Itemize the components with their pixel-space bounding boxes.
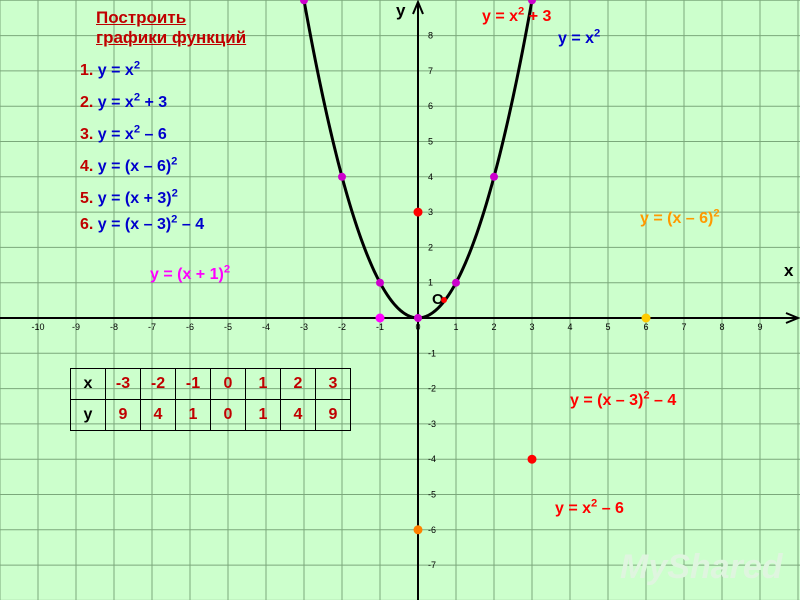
- chart-root: -10-9-8-7-6-5-4-3-2-10123456789-7-6-5-4-…: [0, 0, 800, 600]
- svg-text:-3: -3: [428, 419, 436, 429]
- svg-text:y: y: [396, 1, 406, 20]
- function-item: 6. y = (x – 3)2 – 4: [80, 216, 204, 234]
- curve-label: y = x2 – 6: [555, 500, 624, 518]
- table-y-value: 9: [106, 400, 141, 431]
- svg-text:-4: -4: [262, 322, 270, 332]
- svg-text:-7: -7: [428, 560, 436, 570]
- table-x-value: -2: [141, 369, 176, 400]
- table-header-x: x: [71, 369, 106, 400]
- svg-text:-6: -6: [428, 525, 436, 535]
- table-x-value: 1: [246, 369, 281, 400]
- table-header-y: y: [71, 400, 106, 431]
- svg-text:-6: -6: [186, 322, 194, 332]
- svg-text:-5: -5: [428, 490, 436, 500]
- svg-text:-5: -5: [224, 322, 232, 332]
- svg-text:-10: -10: [31, 322, 44, 332]
- svg-text:2: 2: [428, 242, 433, 252]
- svg-text:9: 9: [757, 322, 762, 332]
- curve-label: y = (x – 3)2 – 4: [570, 392, 676, 410]
- function-item: 1. y = x2: [80, 62, 140, 80]
- curve-label: y = (x – 6)2: [640, 210, 720, 228]
- svg-text:-7: -7: [148, 322, 156, 332]
- curve-label: y = x2 + 3: [482, 8, 551, 26]
- svg-text:5: 5: [605, 322, 610, 332]
- svg-text:-4: -4: [428, 454, 436, 464]
- function-item: 4. y = (x – 6)2: [80, 158, 177, 176]
- svg-text:x: x: [784, 261, 794, 280]
- svg-text:-1: -1: [376, 322, 384, 332]
- table-x-value: 2: [281, 369, 316, 400]
- table-y-value: 4: [281, 400, 316, 431]
- watermark: MyShared: [620, 548, 783, 587]
- svg-text:-1: -1: [428, 348, 436, 358]
- svg-text:5: 5: [428, 137, 433, 147]
- table-x-value: -1: [176, 369, 211, 400]
- function-item: 2. y = x2 + 3: [80, 94, 167, 112]
- table-y-value: 4: [141, 400, 176, 431]
- value-table: x-3-2-10123y9410149: [70, 368, 351, 431]
- table-y-value: 9: [316, 400, 351, 431]
- svg-text:-2: -2: [428, 384, 436, 394]
- svg-text:2: 2: [491, 322, 496, 332]
- svg-text:8: 8: [428, 31, 433, 41]
- grid-svg: -10-9-8-7-6-5-4-3-2-10123456789-7-6-5-4-…: [0, 0, 800, 600]
- table-x-value: 0: [211, 369, 246, 400]
- curve-label: y = (x + 1)2: [150, 266, 230, 284]
- svg-text:1: 1: [453, 322, 458, 332]
- table-x-value: -3: [106, 369, 141, 400]
- svg-text:7: 7: [681, 322, 686, 332]
- svg-text:3: 3: [428, 207, 433, 217]
- page-title: Построитьграфики функций: [96, 8, 246, 48]
- curve-label: y = x2: [558, 30, 600, 48]
- svg-text:4: 4: [428, 172, 433, 182]
- svg-text:1: 1: [428, 278, 433, 288]
- table-x-value: 3: [316, 369, 351, 400]
- function-item: 3. y = x2 – 6: [80, 126, 167, 144]
- table-y-value: 1: [176, 400, 211, 431]
- svg-text:-9: -9: [72, 322, 80, 332]
- svg-text:8: 8: [719, 322, 724, 332]
- svg-text:-3: -3: [300, 322, 308, 332]
- svg-text:7: 7: [428, 66, 433, 76]
- svg-text:-2: -2: [338, 322, 346, 332]
- svg-text:-8: -8: [110, 322, 118, 332]
- svg-text:0: 0: [415, 322, 420, 332]
- svg-text:6: 6: [643, 322, 648, 332]
- table-y-value: 0: [211, 400, 246, 431]
- svg-text:6: 6: [428, 101, 433, 111]
- svg-text:3: 3: [529, 322, 534, 332]
- svg-text:4: 4: [567, 322, 572, 332]
- function-item: 5. y = (x + 3)2: [80, 190, 178, 208]
- table-y-value: 1: [246, 400, 281, 431]
